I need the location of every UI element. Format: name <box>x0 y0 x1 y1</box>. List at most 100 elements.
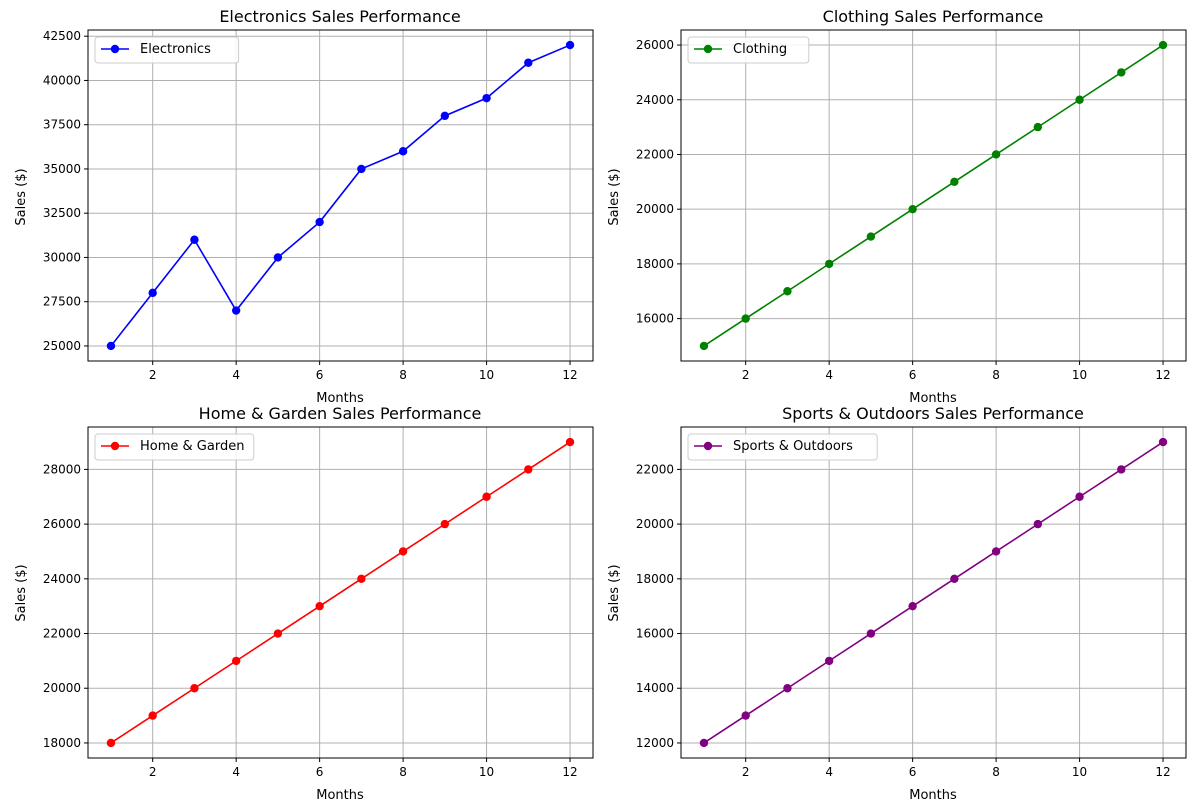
x-tick-label: 4 <box>825 765 833 779</box>
data-point <box>106 341 116 351</box>
data-point <box>991 150 1001 159</box>
x-tick-label: 6 <box>909 368 917 382</box>
data-point <box>190 684 199 693</box>
data-point <box>398 147 408 156</box>
legend: Home & Garden <box>94 433 255 461</box>
data-point <box>866 232 876 241</box>
y-tick-label: 16000 <box>636 627 674 641</box>
x-tick-label: 10 <box>479 765 494 779</box>
y-tick-label: 27500 <box>43 295 81 309</box>
data-point <box>1033 122 1043 132</box>
y-tick-label: 24000 <box>43 572 81 586</box>
data-point <box>699 738 709 748</box>
y-tick-label: 42500 <box>43 29 81 43</box>
x-tick-label: 2 <box>149 765 157 779</box>
legend-marker <box>703 44 713 54</box>
y-tick-label: 32500 <box>43 206 81 220</box>
data-point <box>315 217 324 227</box>
series-line <box>703 44 1164 347</box>
y-tick-label: 16000 <box>636 312 674 326</box>
legend-box <box>687 36 810 64</box>
data-point <box>783 287 792 296</box>
x-tick-label: 8 <box>399 765 407 779</box>
data-point <box>824 259 834 269</box>
data-point <box>482 93 491 103</box>
data-point <box>1075 95 1084 104</box>
legend-label: Electronics <box>140 42 211 57</box>
legend-marker <box>703 441 713 451</box>
y-tick-label: 35000 <box>43 162 81 176</box>
data-point <box>950 574 959 584</box>
y-tick-label: 26000 <box>636 38 674 52</box>
data-point <box>565 40 575 50</box>
data-point <box>824 656 834 666</box>
legend: Clothing <box>687 36 810 64</box>
plot-area: 2 4 6 8 10 12 25000 27500 30000 32500 35000 37500 40… <box>43 29 594 382</box>
x-tick-label: 2 <box>149 368 157 382</box>
data-point <box>1075 492 1084 501</box>
data-point <box>148 288 157 298</box>
x-tick-label: 6 <box>316 368 324 382</box>
x-tick-label: 12 <box>562 765 577 779</box>
data-point <box>1117 68 1126 77</box>
data-point <box>398 547 408 556</box>
x-axis-label: Months <box>909 788 957 803</box>
x-tick-label: 8 <box>992 368 1000 382</box>
legend-box <box>94 433 255 461</box>
data-point <box>273 253 283 262</box>
plot-frame <box>680 29 1187 362</box>
chart-title: Sports & Outdoors Sales Performance <box>782 404 1084 423</box>
data-point <box>908 204 917 214</box>
y-tick-label: 18000 <box>636 257 674 271</box>
data-point <box>440 111 450 121</box>
y-tick-label: 18000 <box>636 572 674 586</box>
data-point <box>908 601 917 611</box>
x-tick-label: 2 <box>742 765 750 779</box>
data-point <box>357 574 366 584</box>
y-axis-label: Sales ($) <box>607 564 622 621</box>
y-tick-label: 22000 <box>636 462 674 476</box>
x-tick-label: 4 <box>825 368 833 382</box>
data-point <box>357 164 366 174</box>
x-tick-label: 10 <box>1072 368 1087 382</box>
plot-frame <box>680 426 1187 759</box>
sports-outdoors-chart-panel: 2 4 6 8 10 12 12000 14000 16000 18000 20000 22000 Sp… <box>607 404 1187 803</box>
y-axis-label: Sales ($) <box>14 564 29 621</box>
x-tick-label: 4 <box>232 368 240 382</box>
y-tick-label: 28000 <box>43 462 81 476</box>
clothing-chart-panel: 2 4 6 8 10 12 16000 18000 20000 22000 24000 26000 Cl… <box>607 7 1187 406</box>
y-tick-label: 20000 <box>636 517 674 531</box>
x-tick-label: 10 <box>479 368 494 382</box>
data-point <box>1117 465 1126 474</box>
chart-title: Electronics Sales Performance <box>219 7 460 26</box>
y-tick-label: 20000 <box>636 202 674 216</box>
plot-frame <box>87 426 594 759</box>
data-point <box>741 314 750 323</box>
electronics-chart-panel: 2 4 6 8 10 12 25000 27500 30000 32500 35000 37500 40… <box>14 7 594 406</box>
y-tick-label: 22000 <box>43 627 81 641</box>
x-tick-label: 8 <box>399 368 407 382</box>
y-tick-label: 22000 <box>636 147 674 161</box>
x-tick-label: 8 <box>992 765 1000 779</box>
y-tick-label: 40000 <box>43 73 81 87</box>
y-tick-label: 30000 <box>43 250 81 264</box>
legend-marker <box>110 44 120 54</box>
chart-title: Clothing Sales Performance <box>823 7 1044 26</box>
x-tick-label: 12 <box>1155 765 1170 779</box>
data-point <box>148 711 157 720</box>
data-point <box>273 629 283 638</box>
legend-label: Sports & Outdoors <box>733 439 853 454</box>
plot-area: 2 4 6 8 10 12 12000 14000 16000 18000 20000 22000 Sp… <box>636 426 1187 779</box>
y-tick-label: 14000 <box>636 681 674 695</box>
y-tick-label: 18000 <box>43 736 81 750</box>
plot-area: 2 4 6 8 10 12 18000 20000 22000 24000 26000 28000 Ho… <box>43 426 594 779</box>
data-point <box>991 547 1001 556</box>
legend-box <box>94 36 240 64</box>
x-tick-label: 12 <box>1155 368 1170 382</box>
y-axis-label: Sales ($) <box>14 168 29 225</box>
data-point <box>231 656 241 666</box>
data-point <box>482 492 491 501</box>
y-tick-label: 24000 <box>636 93 674 107</box>
